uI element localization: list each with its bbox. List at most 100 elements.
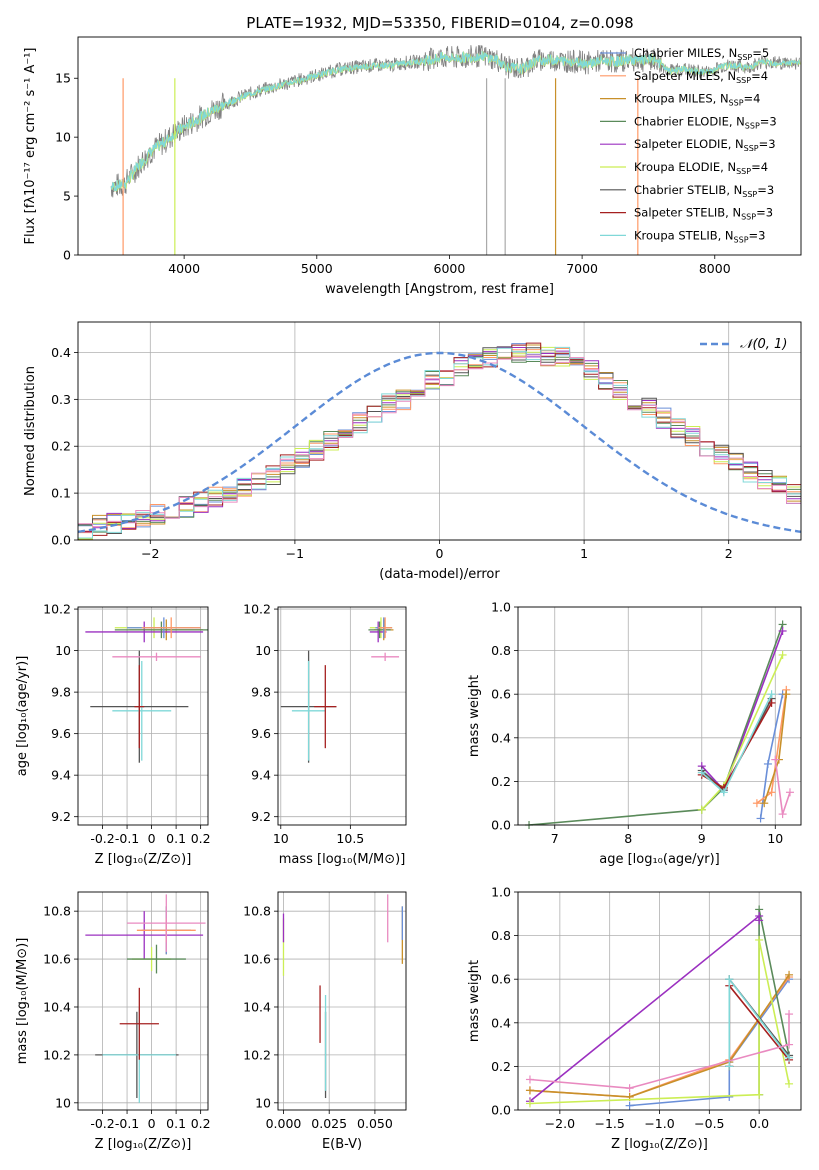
residuals-ytick-label: 0.2	[51, 439, 71, 454]
mass_vs_EBV-ytick-label: 10	[255, 1095, 271, 1110]
age_vs_Z-axes: -0.2 -0.1 0 0.1 0.2 9.2 9.4 9.6 9.8 10 10.2 Z [log₁…	[15, 602, 211, 867]
mass_vs_EBV-frame	[277, 891, 407, 1111]
mass_vs_EBV-xtick-label: 0.025	[311, 1116, 347, 1131]
residuals-hist-step	[78, 354, 801, 528]
weight_vs_age-series-line	[774, 759, 791, 815]
legend-label-tail: =4	[751, 160, 768, 174]
legend-label: Salpeter ELODIE, NSSP=3	[634, 137, 776, 153]
age_vs_Z-ylabel: age [log₁₀(age/yr)]	[15, 656, 30, 777]
weight_vs_age-ytick-label: 0.0	[491, 818, 511, 833]
weight_vs_Z-series-line	[758, 909, 790, 1095]
spectrum-model-line	[110, 50, 800, 192]
residuals-ytick-label: 0.0	[51, 533, 71, 548]
residuals-normal-curve	[78, 351, 801, 533]
weight_vs_Z-series-line	[529, 1014, 790, 1090]
spectrum-ytick-label: 15	[55, 71, 71, 86]
mass_vs_Z-xtick-label: -0.1	[115, 1116, 139, 1131]
age_vs_Z-xtick-label: 0.1	[166, 831, 186, 846]
age_vs_Z-xtick-label: 0	[148, 831, 156, 846]
age_vs_Z-ytick-label: 9.6	[51, 726, 71, 741]
spectrum-xtick-label: 8000	[699, 261, 731, 276]
weight_vs_age-ylabel: mass weight	[467, 675, 482, 757]
spectrum-xtick-label: 5000	[301, 261, 333, 276]
weight_vs_age-xtick-label: 9	[698, 831, 706, 846]
legend-label-sub: SSP	[736, 167, 751, 176]
residuals-ytick-label: 0.1	[51, 486, 71, 501]
legend-label-main: Chabrier STELIB, N	[634, 183, 742, 197]
residuals-hist-step	[78, 346, 801, 540]
spectrum-xtick-label: 6000	[434, 261, 466, 276]
weight_vs_Z-xlabel: Z [log₁₀(Z/Z⊙)]	[611, 1137, 708, 1152]
age_vs_Z-ytick-label: 9.8	[51, 685, 71, 700]
weight_vs_Z-ytick-label: 0.2	[491, 1059, 511, 1074]
weight_vs_age-ytick-label: 0.8	[491, 643, 511, 658]
weight_vs_Z-axes: −2.0 −1.5 −1.0 −0.5 0.0 0.0 0.2 0.4 0.6 0.8 1.0 Z […	[467, 885, 801, 1152]
mass_vs_EBV-xtick-label: 0.050	[357, 1116, 393, 1131]
mass_vs_Z-xtick-label: 0.2	[191, 1116, 211, 1131]
legend-label-main: Chabrier ELODIE, N	[634, 114, 745, 128]
legend-label-sub: SSP	[744, 144, 759, 153]
weight_vs_age-frame	[517, 606, 802, 826]
legend-label-tail: =4	[744, 92, 761, 106]
weight_vs_Z-xtick-label: −0.5	[694, 1116, 724, 1131]
age_vs_mass-frame	[277, 606, 407, 826]
weight_vs_age-ytick-label: 0.6	[491, 687, 511, 702]
age_vs_mass-ytick-label: 9.8	[251, 685, 271, 700]
age_vs_Z-ytick-label: 9.2	[51, 809, 71, 824]
age_vs_Z-xtick-label: -0.2	[90, 831, 114, 846]
age_vs_Z-xlabel: Z [log₁₀(Z/Z⊙)]	[95, 852, 192, 867]
legend-label: Kroupa ELODIE, NSSP=4	[634, 160, 768, 176]
age_vs_Z-frame	[77, 606, 209, 826]
residuals-ytick-label: 0.4	[51, 345, 71, 360]
spectrum-ytick-label: 5	[63, 189, 71, 204]
age_vs_Z-ytick-label: 10.2	[43, 602, 71, 617]
legend-label-tail: =3	[760, 114, 777, 128]
age_vs_Z-xtick-label: 0.2	[191, 831, 211, 846]
mass_vs_Z-frame	[77, 891, 209, 1111]
mass_vs_Z-xtick-label: -0.2	[90, 1116, 114, 1131]
age_vs_mass-ytick-label: 9.2	[251, 809, 271, 824]
weight_vs_Z-xtick-label: −1.5	[594, 1116, 624, 1131]
legend-label-main: Chabrier MILES, N	[634, 46, 737, 60]
weight_vs_Z-ytick-label: 0.8	[491, 928, 511, 943]
weight_vs_Z-ylabel: mass weight	[467, 960, 482, 1042]
legend-label-sub: SSP	[736, 76, 751, 85]
weight_vs_age-series-line	[528, 624, 784, 825]
spectrum-axes: 4000 5000 6000 7000 8000 0 5 10 15 wavelength [An…	[23, 45, 801, 297]
legend-label-tail: =3	[757, 183, 774, 197]
figure-title: PLATE=1932, MJD=53350, FIBERID=0104, z=0…	[246, 14, 633, 32]
mass_vs_Z-xtick-label: 0	[148, 1116, 156, 1131]
mass_vs_Z-ytick-label: 10	[55, 1095, 71, 1110]
legend-label-sub: SSP	[741, 213, 756, 222]
mass_vs_Z-ytick-label: 10.6	[43, 952, 71, 967]
legend-label-main: Salpeter ELODIE, N	[634, 137, 744, 151]
weight_vs_Z-xtick-label: −2.0	[545, 1116, 575, 1131]
mass_vs_EBV-ytick-label: 10.4	[243, 999, 271, 1014]
age_vs_mass-ytick-label: 9.4	[251, 768, 271, 783]
legend-label-main: Salpeter STELIB, N	[634, 206, 741, 220]
weight_vs_Z-ytick-label: 0.0	[491, 1103, 511, 1118]
weight_vs_age-xtick-label: 7	[551, 831, 559, 846]
legend-label-sub: SSP	[734, 235, 749, 244]
legend-label-sub: SSP	[737, 53, 752, 62]
residuals-ylabel: Normed distribution	[23, 366, 38, 496]
age_vs_mass-xlabel: mass [log₁₀(M/M⊙)]	[279, 852, 406, 867]
spectrum-xtick-label: 7000	[566, 261, 598, 276]
mass_vs_EBV-ytick-label: 10.8	[243, 904, 271, 919]
legend-label-sub: SSP	[729, 99, 744, 108]
mass_vs_Z-xlabel: Z [log₁₀(Z/Z⊙)]	[95, 1137, 192, 1152]
legend-label: Kroupa MILES, NSSP=4	[634, 92, 760, 108]
weight_vs_Z-ytick-label: 0.6	[491, 972, 511, 987]
mass_vs_EBV-axes: 0.000 0.025 0.050 10 10.2 10.4 10.6 10.8 E(B-V)	[243, 892, 406, 1152]
legend-label-main: Salpeter MILES, N	[634, 69, 736, 83]
spectrum-ytick-label: 0	[63, 248, 71, 263]
weight_vs_age-series-line	[701, 630, 784, 792]
legend-label-tail: =3	[756, 206, 773, 220]
mass_vs_Z-ytick-label: 10.2	[43, 1047, 71, 1062]
weight_vs_Z-xtick-label: −1.0	[644, 1116, 674, 1131]
spectrum-ytick-label: 10	[55, 130, 71, 145]
legend-label: Kroupa STELIB, NSSP=3	[634, 228, 765, 244]
legend-label-main: Kroupa STELIB, N	[634, 228, 734, 242]
mass_vs_Z-xtick-label: 0.1	[166, 1116, 186, 1131]
